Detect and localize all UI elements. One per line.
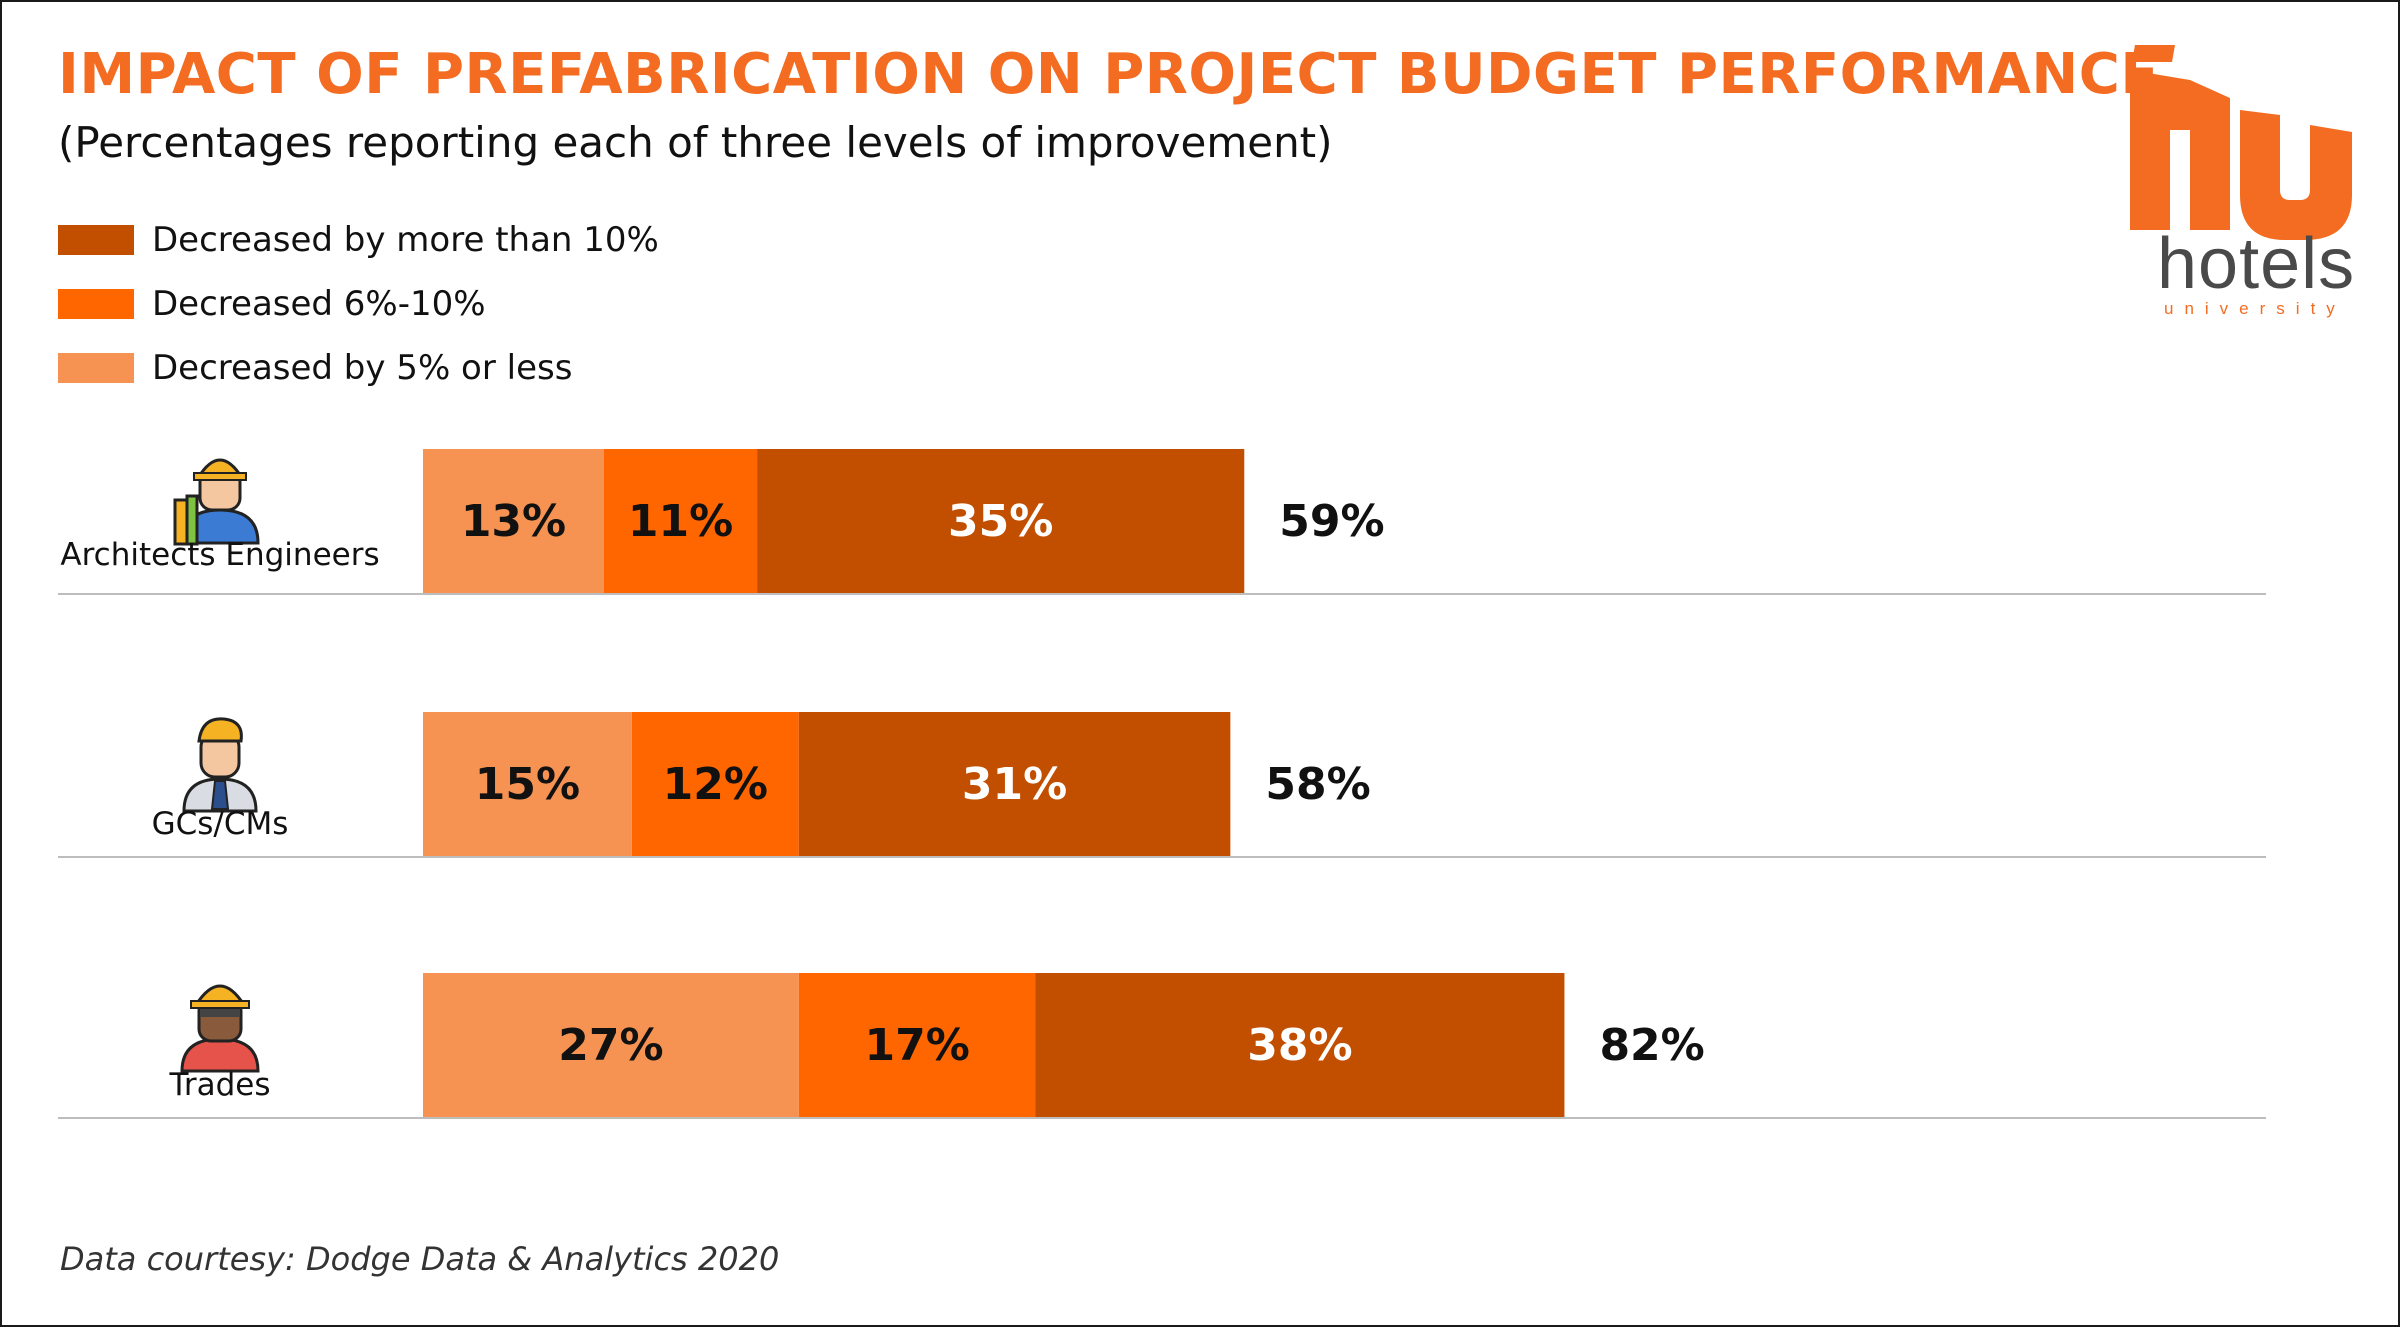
bar-0-1 bbox=[603, 449, 758, 593]
hotels-university-logo-icon bbox=[2130, 45, 2352, 240]
category-label-1: GCs/CMs bbox=[152, 806, 289, 842]
bar-label-2-2: 38% bbox=[1247, 1020, 1352, 1071]
bar-label-2-1: 17% bbox=[864, 1020, 969, 1071]
bar-0-2 bbox=[757, 449, 1245, 593]
legend: Decreased by more than 10% Decreased 6%-… bbox=[58, 208, 659, 400]
logo-wordmark: hotels bbox=[2157, 224, 2356, 304]
legend-item-6-10: Decreased 6%-10% bbox=[58, 272, 659, 336]
category-label-2: Trades bbox=[168, 1067, 270, 1103]
bar-label-2-0: 27% bbox=[558, 1020, 663, 1071]
bar-2-1 bbox=[798, 973, 1036, 1117]
total-label-2: 82% bbox=[1599, 1020, 1704, 1071]
logo-subtitle: university bbox=[2164, 299, 2346, 318]
chart-title: IMPACT OF PREFABRICATION ON PROJECT BUDG… bbox=[58, 42, 2160, 107]
bar-label-0-2: 35% bbox=[948, 496, 1053, 547]
legend-swatch-5-or-less bbox=[58, 353, 134, 383]
manager-icon bbox=[182, 717, 258, 813]
bar-label-0-0: 13% bbox=[461, 496, 566, 547]
bar-1-1 bbox=[631, 712, 799, 856]
bar-label-1-1: 12% bbox=[663, 759, 768, 810]
bar-label-1-0: 15% bbox=[475, 759, 580, 810]
bar-1-2 bbox=[798, 712, 1231, 856]
legend-swatch-6-10 bbox=[58, 289, 134, 319]
bar-1-0 bbox=[423, 712, 632, 856]
bar-2-0 bbox=[423, 973, 799, 1117]
bar-0-0 bbox=[423, 449, 604, 593]
chart-subtitle: (Percentages reporting each of three lev… bbox=[58, 118, 1333, 167]
legend-label-5-or-less: Decreased by 5% or less bbox=[152, 348, 573, 388]
engineer-icon bbox=[173, 458, 260, 546]
legend-item-more-than-10: Decreased by more than 10% bbox=[58, 208, 659, 272]
legend-item-5-or-less: Decreased by 5% or less bbox=[58, 336, 659, 400]
category-label-0: Architects Engineers bbox=[60, 537, 379, 573]
bar-2-2 bbox=[1035, 973, 1565, 1117]
legend-label-more-than-10: Decreased by more than 10% bbox=[152, 220, 659, 260]
legend-label-6-10: Decreased 6%-10% bbox=[152, 284, 486, 324]
bar-label-0-1: 11% bbox=[628, 496, 733, 547]
source-note: Data courtesy: Dodge Data & Analytics 20… bbox=[60, 1240, 780, 1278]
total-label-1: 58% bbox=[1265, 759, 1370, 810]
tradesperson-icon bbox=[180, 984, 260, 1073]
bar-label-1-2: 31% bbox=[962, 759, 1067, 810]
total-label-0: 59% bbox=[1279, 496, 1384, 547]
legend-swatch-more-than-10 bbox=[58, 225, 134, 255]
